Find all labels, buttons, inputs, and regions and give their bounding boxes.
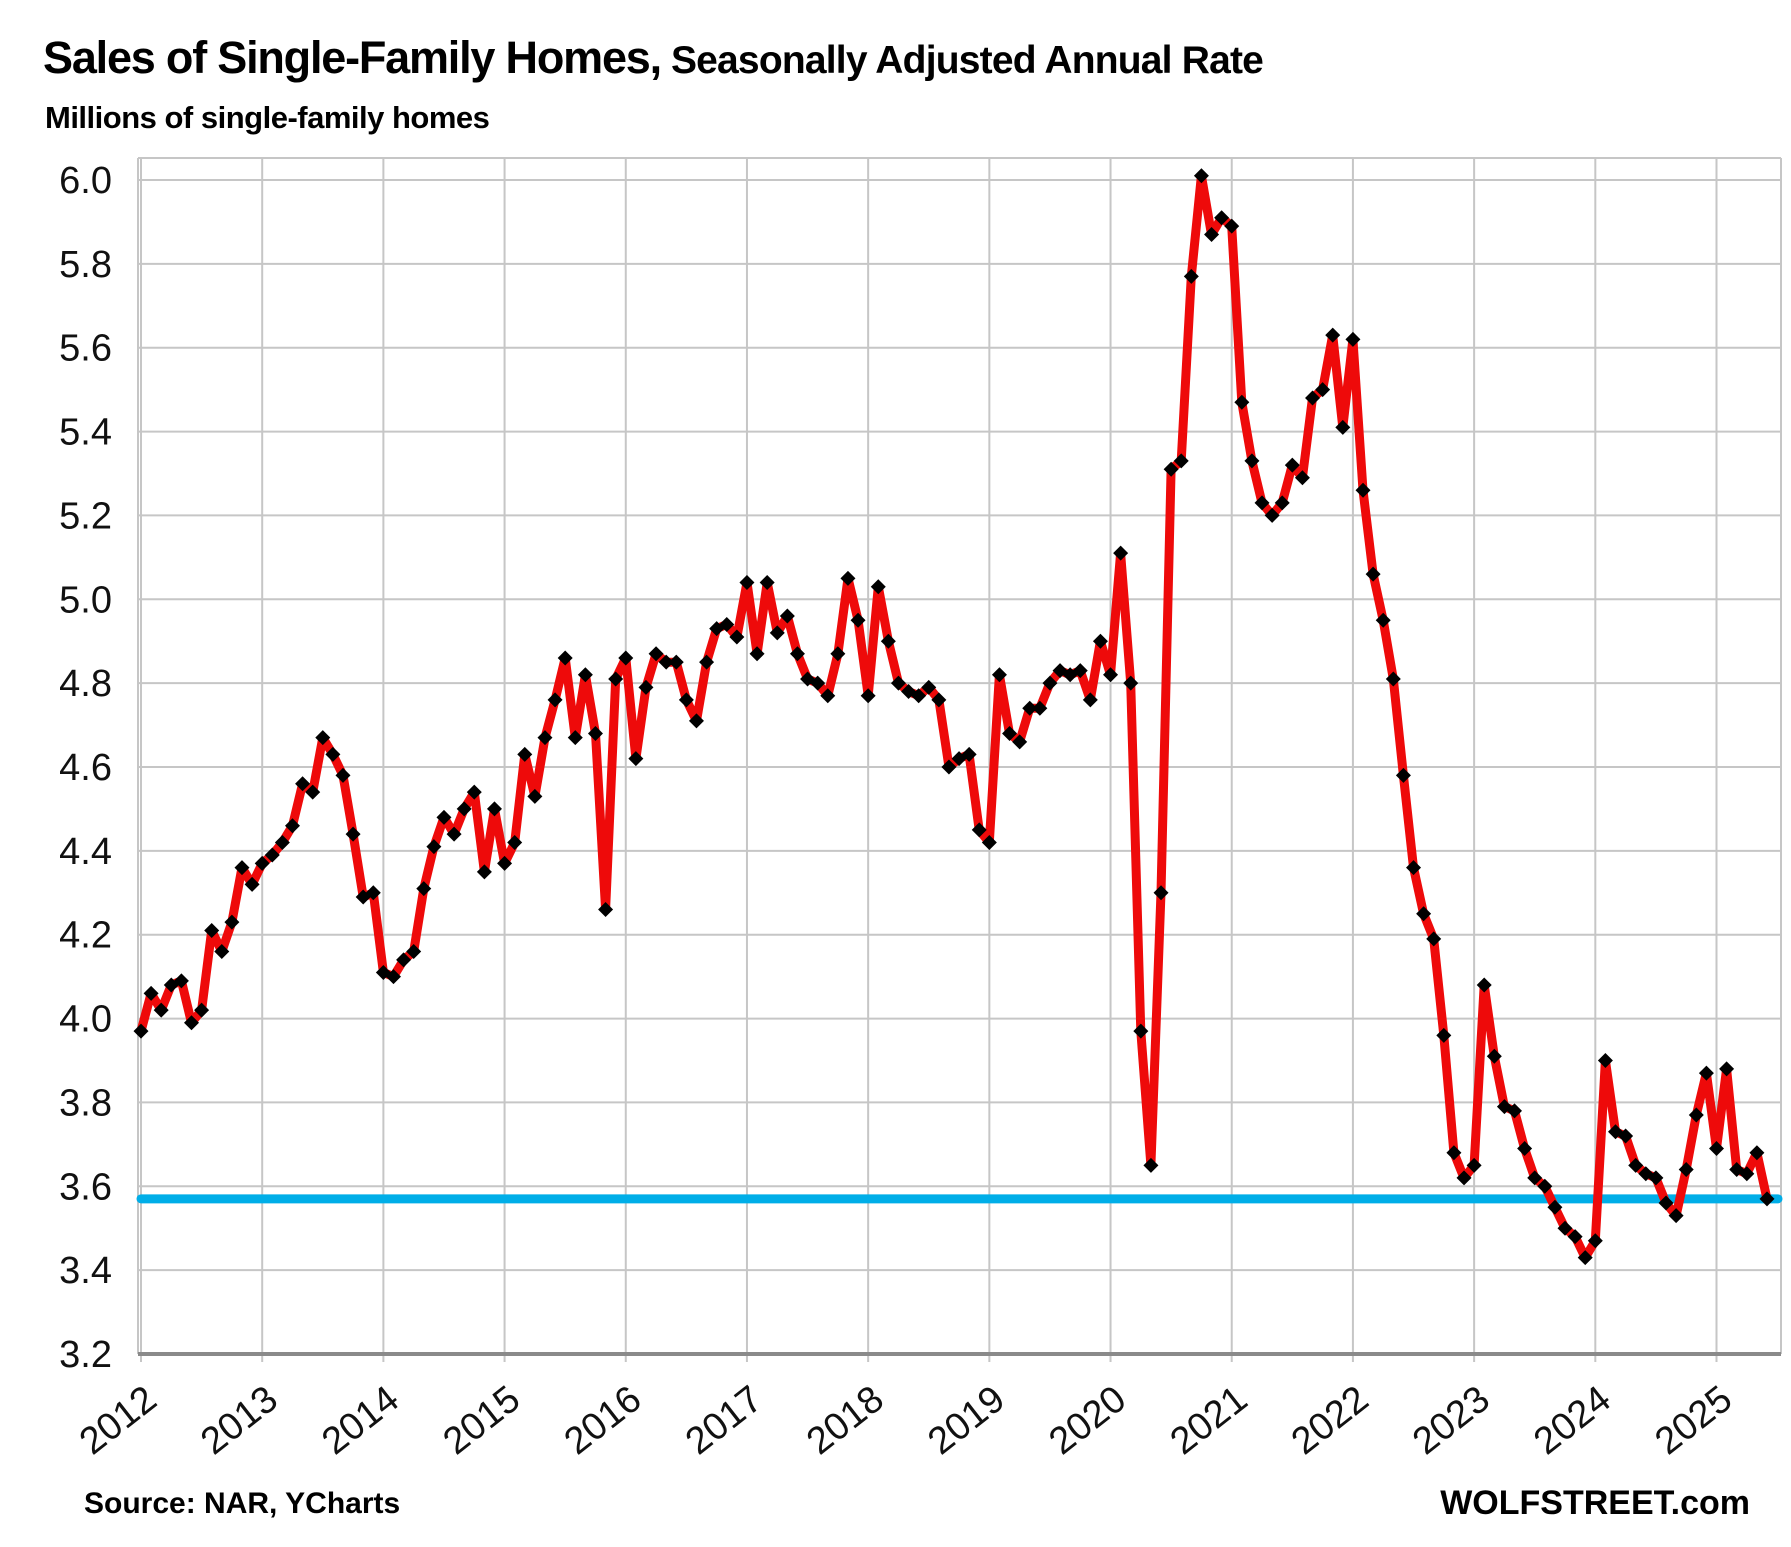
y-tick-label: 5.4 — [59, 412, 112, 454]
y-tick-label: 6.0 — [59, 160, 112, 202]
chart-title: Sales of Single-Family Homes, Seasonally… — [43, 32, 1264, 84]
y-axis-unit-label: Millions of single-family homes — [45, 100, 490, 135]
x-tick-label: 2024 — [1526, 1378, 1618, 1463]
chart-title-main: Sales of Single-Family Homes, — [43, 32, 662, 83]
y-tick-label: 4.8 — [59, 663, 112, 705]
x-tick-label: 2021 — [1163, 1378, 1255, 1463]
x-tick-label: 2013 — [193, 1378, 285, 1463]
x-tick-label: 2015 — [436, 1378, 528, 1463]
y-tick-label: 4.2 — [59, 915, 112, 957]
y-tick-label: 4.0 — [59, 999, 112, 1041]
y-tick-label: 4.4 — [59, 831, 112, 873]
sales-line — [136, 171, 1772, 1263]
x-tick-label: 2018 — [799, 1378, 891, 1463]
y-tick-label: 3.2 — [59, 1334, 112, 1376]
y-tick-label: 5.6 — [59, 328, 112, 370]
chart-title-sub: Seasonally Adjusted Annual Rate — [660, 39, 1264, 82]
source-credit: Source: NAR, YCharts — [84, 1487, 401, 1520]
tick-labels: 6.0 5.8 5.6 5.4 5.2 5.0 4.8 4.6 4.4 4.2 4.0 3.8 3.6 3… — [59, 160, 1740, 1463]
x-tick-label: 2012 — [72, 1378, 164, 1463]
x-tick-label: 2019 — [920, 1378, 1012, 1463]
wolfstreet-watermark: WOLFSTREET.com — [1440, 1484, 1750, 1522]
data-point-markers — [133, 168, 1775, 1266]
x-tick-label: 2014 — [314, 1378, 406, 1463]
y-tick-label: 5.2 — [59, 495, 112, 537]
y-tick-label: 5.8 — [59, 244, 112, 286]
y-tick-label: 3.8 — [59, 1082, 112, 1124]
x-tick-label: 2017 — [678, 1378, 770, 1463]
x-tick-label: 2022 — [1284, 1378, 1376, 1463]
x-tick-label: 2020 — [1042, 1378, 1134, 1463]
y-tick-label: 3.4 — [59, 1250, 112, 1292]
x-tick-label: 2023 — [1405, 1378, 1497, 1463]
x-tick-label: 2025 — [1648, 1378, 1740, 1463]
x-tick-label: 2016 — [557, 1378, 649, 1463]
y-tick-label: 3.6 — [59, 1166, 112, 1208]
y-tick-label: 5.0 — [59, 579, 112, 621]
gridlines — [137, 157, 1782, 1362]
y-tick-label: 4.6 — [59, 747, 112, 789]
